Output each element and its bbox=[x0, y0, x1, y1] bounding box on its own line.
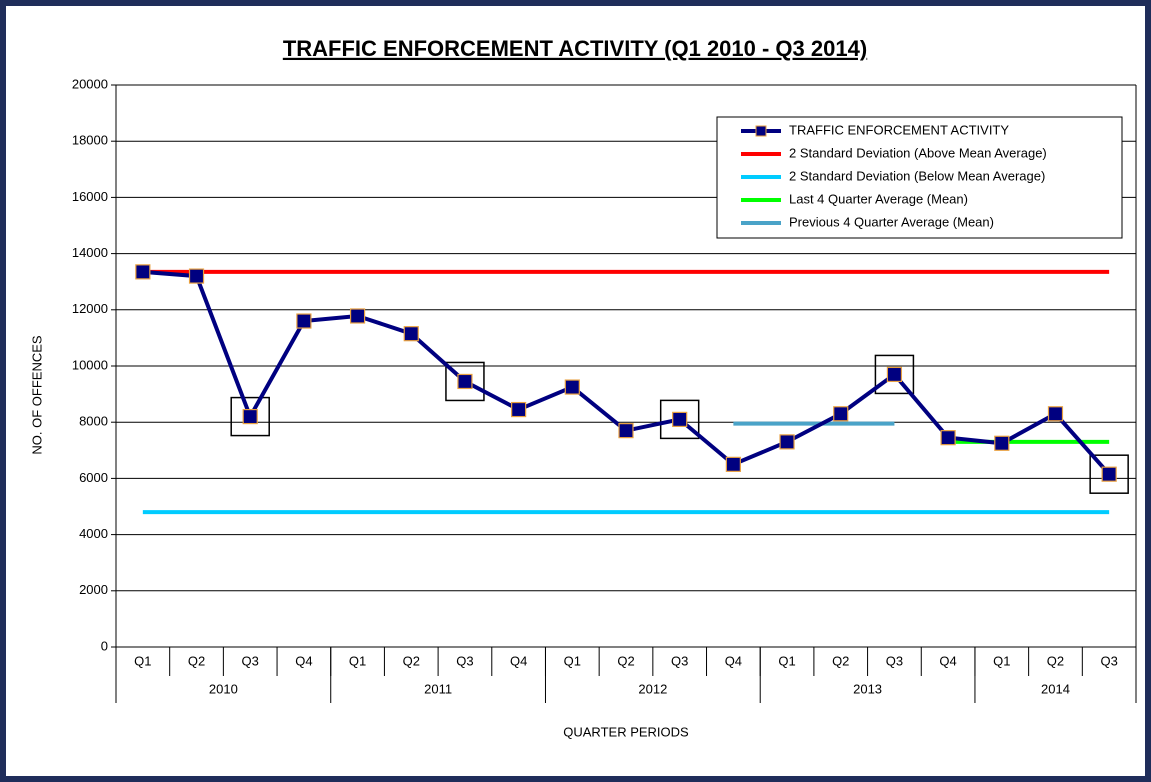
highlight-box bbox=[1089, 454, 1129, 494]
x-tick-label: Q2 bbox=[832, 653, 849, 668]
y-tick-label: 10000 bbox=[72, 357, 108, 372]
y-tick-label: 4000 bbox=[79, 526, 108, 541]
legend-marker bbox=[755, 125, 767, 137]
x-tick-label: Q3 bbox=[456, 653, 473, 668]
chart-title: TRAFFIC ENFORCEMENT ACTIVITY (Q1 2010 - … bbox=[283, 36, 867, 61]
x-tick-label: Q1 bbox=[993, 653, 1010, 668]
marker bbox=[833, 406, 849, 422]
marker bbox=[886, 366, 903, 383]
highlight-box bbox=[445, 361, 485, 402]
marker bbox=[725, 456, 741, 472]
y-tick-label: 18000 bbox=[72, 133, 108, 148]
y-tick-label: 14000 bbox=[72, 245, 108, 260]
x-group-label: 2012 bbox=[638, 681, 667, 696]
x-group-label: 2014 bbox=[1041, 681, 1070, 696]
legend-label: Previous 4 Quarter Average (Mean) bbox=[789, 214, 994, 229]
marker bbox=[672, 411, 688, 427]
marker bbox=[242, 408, 258, 425]
y-tick-label: 16000 bbox=[72, 189, 108, 204]
marker bbox=[779, 434, 795, 450]
y-tick-label: 6000 bbox=[79, 470, 108, 485]
legend-label: 2 Standard Deviation (Below Mean Average… bbox=[789, 168, 1045, 183]
y-tick-label: 0 bbox=[101, 638, 108, 653]
marker bbox=[564, 379, 580, 395]
marker bbox=[940, 430, 956, 446]
x-tick-label: Q4 bbox=[295, 653, 312, 668]
x-tick-label: Q4 bbox=[939, 653, 956, 668]
x-tick-label: Q3 bbox=[886, 653, 903, 668]
marker bbox=[994, 435, 1010, 451]
marker bbox=[403, 326, 419, 342]
x-tick-label: Q4 bbox=[510, 653, 527, 668]
marker bbox=[135, 264, 151, 280]
highlight-box bbox=[230, 396, 270, 437]
marker bbox=[188, 268, 205, 284]
x-tick-label: Q4 bbox=[725, 653, 742, 668]
marker bbox=[618, 423, 634, 439]
x-group-label: 2010 bbox=[209, 681, 238, 696]
x-tick-label: Q2 bbox=[403, 653, 420, 668]
legend-label: Last 4 Quarter Average (Mean) bbox=[789, 191, 968, 206]
x-tick-label: Q1 bbox=[564, 653, 581, 668]
x-tick-label: Q2 bbox=[1047, 653, 1064, 668]
marker bbox=[511, 401, 527, 418]
y-axis-label: NO. OF OFFENCES bbox=[29, 335, 44, 455]
marker bbox=[1047, 406, 1064, 422]
x-group-label: 2013 bbox=[853, 681, 882, 696]
legend-box bbox=[716, 116, 1123, 239]
x-tick-label: Q1 bbox=[134, 653, 151, 668]
x-tick-label: Q3 bbox=[671, 653, 688, 668]
x-tick-label: Q1 bbox=[778, 653, 795, 668]
y-tick-label: 2000 bbox=[79, 582, 108, 597]
x-tick-label: Q2 bbox=[617, 653, 634, 668]
highlight-box bbox=[659, 399, 700, 440]
marker bbox=[296, 313, 312, 329]
y-tick-label: 20000 bbox=[72, 76, 108, 91]
legend-label: TRAFFIC ENFORCEMENT ACTIVITY bbox=[789, 122, 1009, 137]
marker bbox=[349, 308, 366, 324]
x-group-label: 2011 bbox=[424, 681, 452, 696]
marker bbox=[457, 373, 473, 390]
y-tick-label: 12000 bbox=[72, 301, 108, 316]
x-tick-label: Q2 bbox=[188, 653, 205, 668]
marker bbox=[1101, 466, 1117, 482]
highlight-box bbox=[874, 354, 915, 395]
legend-label: 2 Standard Deviation (Above Mean Average… bbox=[789, 145, 1047, 160]
x-tick-label: Q3 bbox=[1100, 653, 1117, 668]
x-tick-label: Q1 bbox=[349, 653, 366, 668]
x-axis-label: QUARTER PERIODS bbox=[563, 724, 689, 739]
y-tick-label: 8000 bbox=[79, 414, 108, 429]
x-tick-label: Q3 bbox=[242, 653, 259, 668]
